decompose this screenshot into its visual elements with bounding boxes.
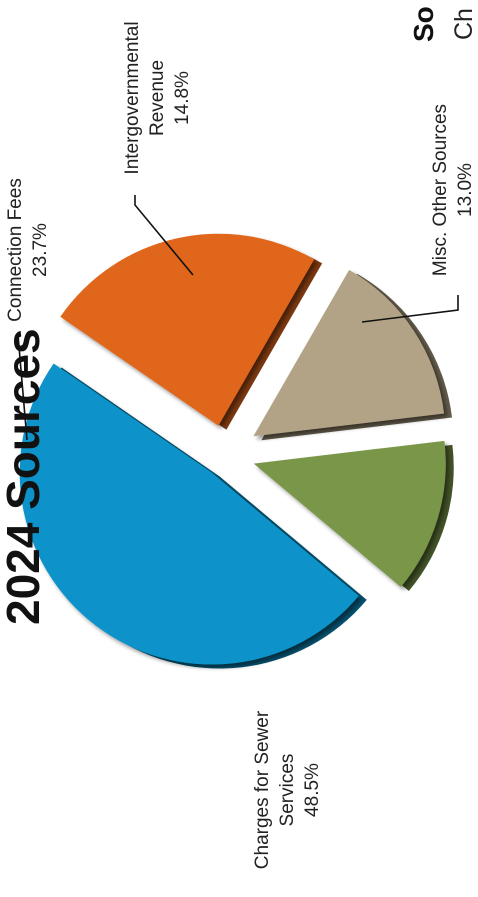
- side-subheading: Ch: [450, 8, 478, 40]
- slice-connection-fees: [60, 233, 315, 426]
- slice-intergovernmental-revenue: [253, 269, 445, 437]
- slice-label-line: Charges for Sewer: [252, 710, 273, 870]
- leader-connection-fees: [17, 334, 28, 441]
- slice-label-intergovernmental-revenue: Intergovernmental Revenue 14.8%: [120, 0, 195, 198]
- slice-label-line: Revenue: [147, 59, 168, 137]
- slice-label-charges-for-sewer-services: Charges for Sewer Services 48.5%: [250, 690, 325, 890]
- leader-misc-other-sources: [361, 295, 459, 323]
- slice-label-line: Connection Fees: [5, 178, 26, 322]
- slice-percent: 14.8%: [172, 71, 193, 125]
- slice-percent: 23.7%: [30, 223, 51, 277]
- slice-percent: 48.5%: [302, 763, 323, 817]
- slice-misc-other-sources: [253, 440, 446, 587]
- leader-intergovernmental-revenue: [134, 195, 194, 276]
- slice-label-line: Misc. Other Sources: [430, 103, 451, 277]
- slice-label-line: Intergovernmental: [122, 21, 143, 175]
- slice-percent: 13.0%: [455, 163, 476, 217]
- pie-slices: [19, 233, 454, 669]
- chart-title: 2024 Sources: [0, 328, 49, 625]
- slice-label-misc-other-sources: Misc. Other Sources 13.0%: [428, 90, 478, 290]
- slice-label-line: Services: [277, 753, 298, 827]
- side-heading: So: [408, 6, 439, 42]
- slice-label-connection-fees: Connection Fees 23.7%: [3, 165, 53, 335]
- slice-charges-for-sewer-services: [19, 363, 359, 665]
- leader-lines: [17, 195, 459, 441]
